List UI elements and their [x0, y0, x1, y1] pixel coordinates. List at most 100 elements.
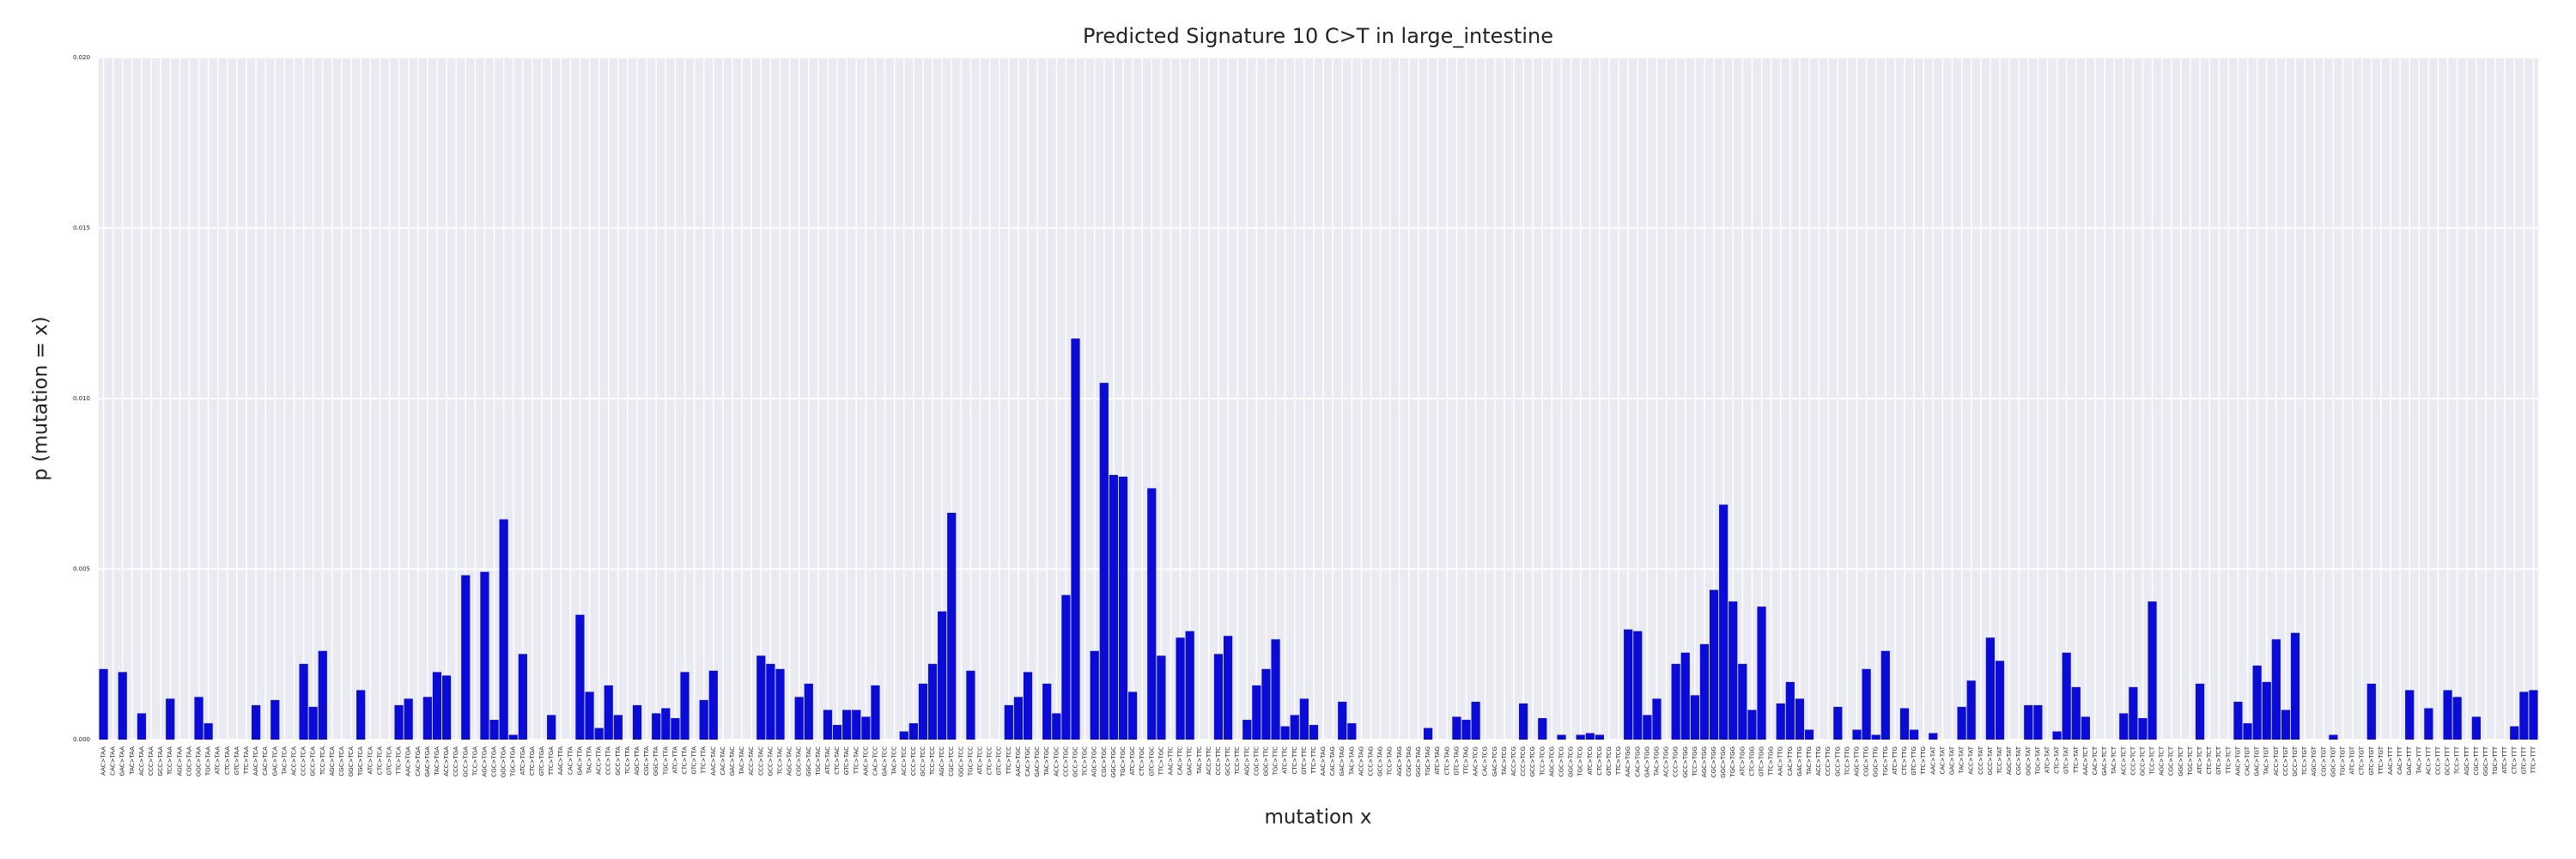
x-tick-label: CAC>TCA	[262, 746, 269, 776]
x-tick-label: CAC>TAG	[1329, 746, 1336, 776]
x-tick-label: GCC>TCT	[2139, 746, 2146, 776]
x-tick-label: GTC>TGA	[538, 746, 545, 776]
x-tick-label: TGC>TAC	[815, 746, 822, 777]
x-tick-label: GAC>TTA	[576, 746, 583, 776]
bar	[2452, 697, 2462, 740]
x-tick-label: ACC>TAC	[748, 746, 755, 776]
bar	[394, 704, 404, 740]
x-tick-label: CGC>TAA	[185, 746, 192, 777]
bar	[1309, 724, 1319, 740]
x-tick-label: TCC>TCT	[2149, 746, 2156, 775]
x-tick-label: TAC>TGC	[1043, 746, 1050, 777]
bar	[899, 731, 908, 740]
bar	[1538, 717, 1547, 740]
bar	[1013, 697, 1024, 740]
x-tick-label: TCC>TTT	[2454, 746, 2461, 775]
x-tick-label: ATC>TTA	[671, 746, 678, 774]
bar	[938, 611, 947, 740]
x-tick-label: TGC>TGA	[510, 746, 517, 777]
bar	[1929, 733, 1938, 740]
x-tick-label: TAC>TCT	[2111, 746, 2117, 775]
bar	[1118, 476, 1128, 740]
bar	[708, 670, 718, 740]
x-tick-label: GAC>TCA	[271, 746, 278, 777]
x-tick-label: GGC>TTG	[1873, 746, 1880, 777]
x-tick-label: AGC>TAT	[2006, 746, 2013, 775]
x-tick-label: CAC>TAT	[1939, 746, 1946, 774]
x-tick-label: TCC>TGG	[1692, 746, 1698, 777]
bar	[1633, 631, 1643, 740]
x-tick-label: GGC>TAC	[805, 746, 812, 777]
x-tick-label: GCC>TAC	[767, 746, 774, 776]
x-tick-label: TCC>TCC	[929, 746, 936, 776]
x-tick-label: CAC>TGG	[1634, 746, 1641, 777]
x-tick-label: TTC>TCG	[1615, 746, 1622, 776]
bar	[2281, 710, 2291, 740]
x-tick-label: CAC>TTA	[567, 746, 574, 775]
bar	[680, 672, 690, 740]
x-tick-label: AGC>TAG	[1396, 746, 1403, 777]
bar	[1185, 631, 1194, 740]
x-tick-label: GGC>TCG	[1568, 746, 1575, 777]
x-tick-label: GTC>TAT	[2063, 746, 2070, 774]
x-tick-label: GGC>TGG	[1720, 746, 1727, 778]
x-tick-label: AAC>TCC	[862, 746, 869, 776]
x-tick-label: CGC>TTA	[643, 746, 650, 776]
bar	[99, 668, 108, 740]
x-tick-label: TGC>TCT	[2187, 746, 2194, 776]
bar	[1147, 488, 1157, 740]
x-tick-label: GTC>TTC	[1301, 746, 1308, 775]
bar	[489, 719, 499, 740]
x-tick-label: CTC>TCC	[987, 746, 993, 775]
bar	[775, 668, 785, 740]
x-tick-label: TAC>TCA	[281, 746, 288, 776]
bar	[1109, 474, 1119, 740]
x-tick-label: CGC>TAT	[2015, 746, 2022, 775]
x-tick-label: CTC>TGT	[2359, 746, 2366, 775]
x-tick-label: CCC>TGT	[2282, 746, 2289, 776]
x-tick-label: AGC>TGT	[2311, 746, 2318, 776]
x-tick-label: GCC>TCG	[1529, 746, 1536, 777]
bar	[137, 713, 147, 740]
x-tick-label: TCC>TTA	[624, 746, 631, 775]
bar	[1061, 594, 1071, 740]
x-tick-label: TTC>TTT	[2530, 746, 2537, 774]
x-tick-label: GAC>TTC	[1187, 746, 1194, 776]
x-tick-label: CTC>TAA	[224, 746, 231, 775]
bar	[766, 663, 775, 740]
bar	[1728, 601, 1738, 740]
bar	[804, 683, 813, 740]
x-tick-label: ACC>TCG	[1510, 746, 1517, 776]
bar	[1785, 681, 1795, 740]
bar	[299, 663, 308, 740]
x-tick-label: CCC>TGA	[453, 746, 459, 777]
bar	[832, 724, 842, 740]
x-tick-label: TTC>TCT	[2225, 746, 2232, 775]
x-tick-label: GCC>TCC	[920, 746, 927, 777]
x-tick-label: CCC>TTC	[1215, 746, 1222, 776]
bar	[2129, 686, 2138, 740]
bar	[1652, 698, 1662, 740]
bar	[194, 697, 204, 740]
bar	[661, 708, 671, 740]
bar	[1452, 716, 1461, 740]
x-tick-label: AAC>TTA	[557, 746, 564, 775]
x-tick-label: GGC>TGA	[501, 746, 507, 777]
x-axis-label: mutation x	[1264, 807, 1371, 829]
x-tick-label: AAC>TGT	[2234, 746, 2241, 776]
x-tick-label: TCC>TAC	[776, 746, 783, 776]
x-tick-label: CAC>TAA	[110, 746, 117, 776]
x-tick-label: ATC>TGT	[2349, 746, 2356, 774]
bar	[308, 706, 318, 740]
x-tick-label: AGC>TTA	[634, 746, 641, 776]
x-tick-label: TGC>TCA	[357, 746, 364, 777]
x-tick-label: GCC>TTT	[2445, 746, 2451, 775]
x-tick-label: ATC>TCA	[367, 746, 374, 775]
bar	[1738, 663, 1747, 740]
x-tick-label: TGC>TGG	[1729, 746, 1736, 778]
x-tick-label: GCC>TCA	[310, 746, 317, 777]
bar	[585, 691, 594, 740]
bar	[1643, 715, 1652, 740]
bar	[166, 698, 175, 740]
